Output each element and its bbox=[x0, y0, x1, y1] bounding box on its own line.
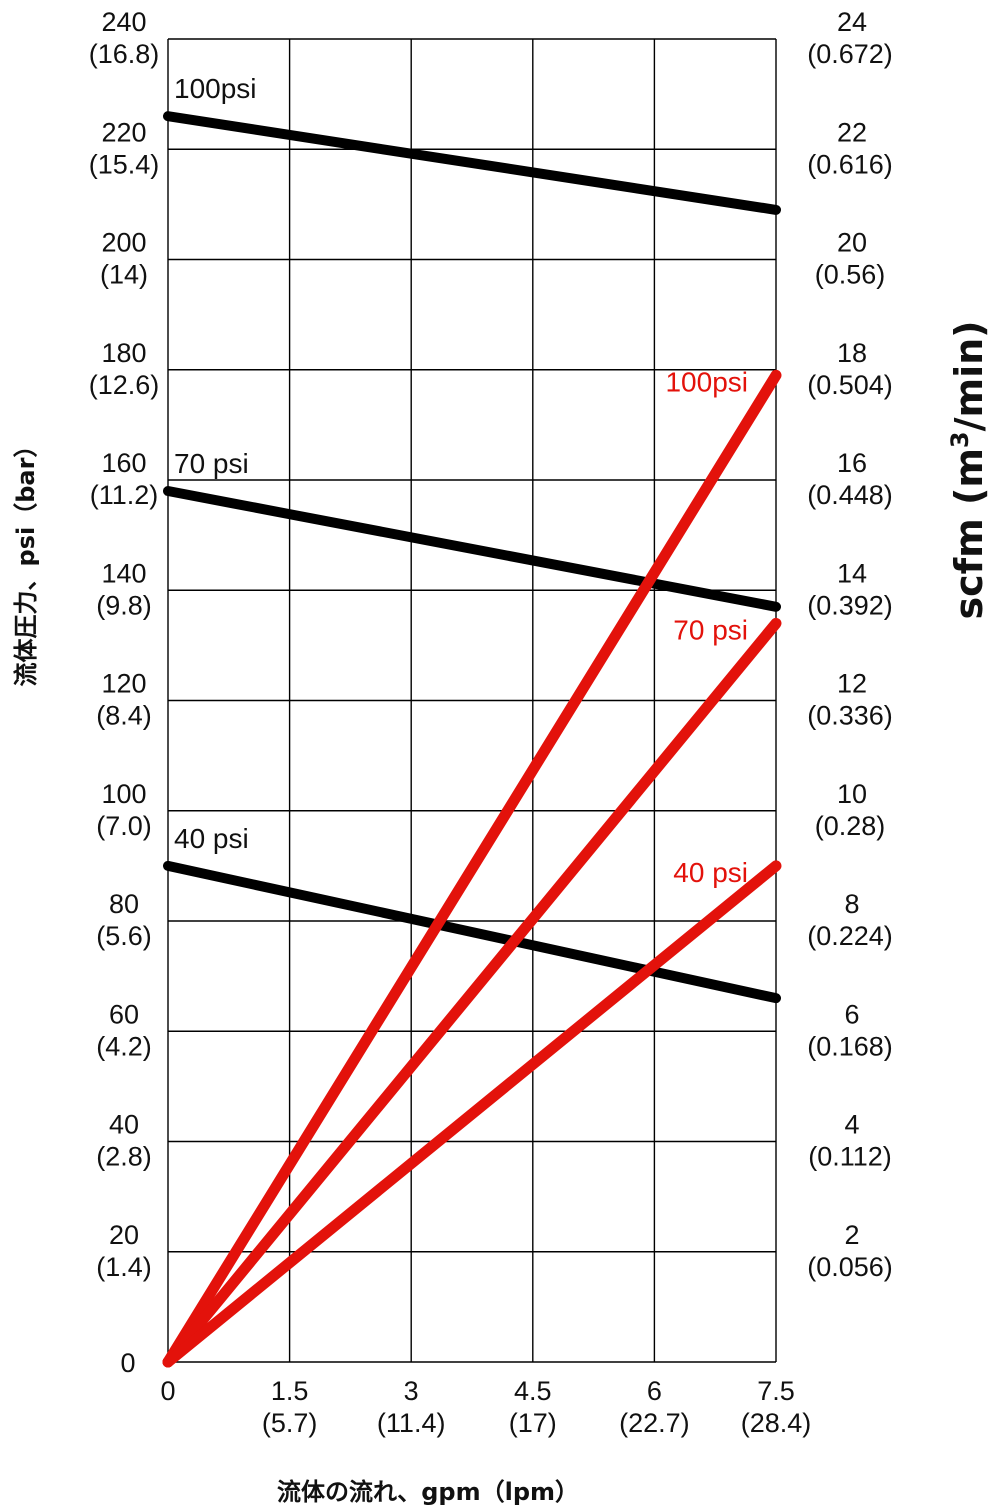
y-right-axis-title-sup: 3 bbox=[946, 431, 974, 448]
y-left-tick-label: 20 bbox=[109, 1220, 139, 1250]
y-right-tick-label: 10 bbox=[837, 779, 867, 809]
series-label: 40 psi bbox=[673, 857, 748, 888]
y-left-tick-sublabel: (7.0) bbox=[96, 811, 152, 841]
y-right-tick-label: 24 bbox=[837, 7, 867, 37]
y-right-axis-title-main: scfm (m bbox=[947, 448, 991, 619]
x-tick-label: 7.5 bbox=[757, 1376, 795, 1406]
y-right-tick-sublabel: (0.168) bbox=[807, 1031, 893, 1061]
y-right-tick-sublabel: (0.336) bbox=[807, 701, 893, 731]
y-left-tick-sublabel: (14) bbox=[100, 260, 148, 290]
y-right-tick-sublabel: (0.28) bbox=[815, 811, 886, 841]
y-right-tick-sublabel: (0.224) bbox=[807, 921, 893, 951]
y-right-tick-sublabel: (0.056) bbox=[807, 1252, 893, 1282]
x-tick-sublabel: (22.7) bbox=[619, 1408, 690, 1438]
x-tick-sublabel: (17) bbox=[509, 1408, 557, 1438]
y-left-tick-sublabel: (8.4) bbox=[96, 701, 152, 731]
y-left-tick-label: 200 bbox=[101, 228, 146, 258]
y-left-tick-sublabel: (12.6) bbox=[89, 370, 160, 400]
y-left-tick-sublabel: (2.8) bbox=[96, 1142, 152, 1172]
y-right-tick-sublabel: (0.504) bbox=[807, 370, 893, 400]
y-left-tick-sublabel: (4.2) bbox=[96, 1031, 152, 1061]
series-line-scfm-100psi bbox=[162, 369, 782, 1368]
series-label: 100psi bbox=[174, 73, 257, 104]
y-right-tick-label: 18 bbox=[837, 338, 867, 368]
x-tick-label: 0 bbox=[160, 1376, 175, 1406]
y-left-tick-label: 160 bbox=[101, 448, 146, 478]
series-line-scfm-40psi bbox=[162, 860, 782, 1368]
x-axis-title: 流体の流れ、gpm（lpm） bbox=[277, 1478, 579, 1506]
y-right-tick-label: 6 bbox=[844, 999, 859, 1029]
x-tick-label: 4.5 bbox=[514, 1376, 552, 1406]
y-left-tick-label: 240 bbox=[101, 7, 146, 37]
y-right-tick-sublabel: (0.112) bbox=[808, 1142, 892, 1172]
y-left-tick-label: 0 bbox=[120, 1348, 135, 1378]
x-tick-label: 1.5 bbox=[271, 1376, 309, 1406]
y-left-tick-label: 40 bbox=[109, 1110, 139, 1140]
grid bbox=[167, 38, 777, 1363]
y-left-tick-label: 80 bbox=[109, 889, 139, 919]
y-right-tick-label: 8 bbox=[844, 889, 859, 919]
y-left-tick-sublabel: (11.2) bbox=[90, 480, 159, 510]
series-line-pressure-70psi bbox=[163, 486, 781, 612]
y-left-tick-sublabel: (9.8) bbox=[96, 590, 152, 620]
series-labels: 100psi 70 psi 40 psi 100psi 70 psi 40 psi bbox=[174, 73, 748, 888]
x-tick-sublabel: (11.4) bbox=[377, 1408, 446, 1438]
y-right-tick-label: 12 bbox=[837, 669, 867, 699]
y-right-tick-label: 16 bbox=[837, 448, 867, 478]
x-tick-sublabel: (5.7) bbox=[262, 1408, 318, 1438]
y-left-axis-title: 流体圧力、psi（bar） bbox=[12, 434, 40, 687]
series-label: 100psi bbox=[665, 366, 748, 397]
y-right-tick-sublabel: (0.672) bbox=[807, 39, 893, 69]
y-left-tick-sublabel: (1.4) bbox=[96, 1252, 152, 1282]
y-left-tick-sublabel: (5.6) bbox=[96, 921, 152, 951]
x-tick-sublabel: (28.4) bbox=[741, 1408, 812, 1438]
y-left-tick-label: 180 bbox=[101, 338, 146, 368]
series-line-pressure-100psi bbox=[163, 111, 781, 215]
y-left-tick-label: 140 bbox=[101, 558, 146, 588]
series-line-pressure-40psi bbox=[163, 860, 781, 1004]
x-tick-label: 6 bbox=[647, 1376, 662, 1406]
y-left-tick-sublabel: (15.4) bbox=[89, 149, 160, 179]
y-right-tick-sublabel: (0.56) bbox=[815, 260, 886, 290]
y-left-tick-label: 60 bbox=[109, 999, 139, 1029]
y-right-axis-title: scfm (m3/min) bbox=[946, 320, 991, 619]
y-left-tick-label: 120 bbox=[101, 669, 146, 699]
y-right-tick-label: 20 bbox=[837, 228, 867, 258]
y-right-tick-label: 14 bbox=[837, 558, 867, 588]
y-right-tick-label: 22 bbox=[837, 117, 867, 147]
y-right-tick-sublabel: (0.392) bbox=[807, 590, 893, 620]
y-left-tick-label: 100 bbox=[101, 779, 146, 809]
y-right-tick-label: 2 bbox=[844, 1220, 859, 1250]
series-line-scfm-70psi bbox=[162, 617, 782, 1368]
y-right-tick-sublabel: (0.616) bbox=[807, 149, 893, 179]
y-right-axis-title-tail: /min) bbox=[947, 320, 991, 431]
series-label: 70 psi bbox=[174, 448, 249, 479]
tick-labels: 020(1.4)40(2.8)60(4.2)80(5.6)100(7.0)120… bbox=[89, 7, 893, 1438]
series-label: 70 psi bbox=[673, 614, 748, 645]
y-left-tick-label: 220 bbox=[101, 117, 146, 147]
series-label: 40 psi bbox=[174, 823, 249, 854]
y-left-tick-sublabel: (16.8) bbox=[89, 39, 160, 69]
y-right-tick-label: 4 bbox=[844, 1110, 859, 1140]
x-tick-label: 3 bbox=[404, 1376, 419, 1406]
y-right-tick-sublabel: (0.448) bbox=[807, 480, 893, 510]
series-group bbox=[162, 111, 782, 1368]
